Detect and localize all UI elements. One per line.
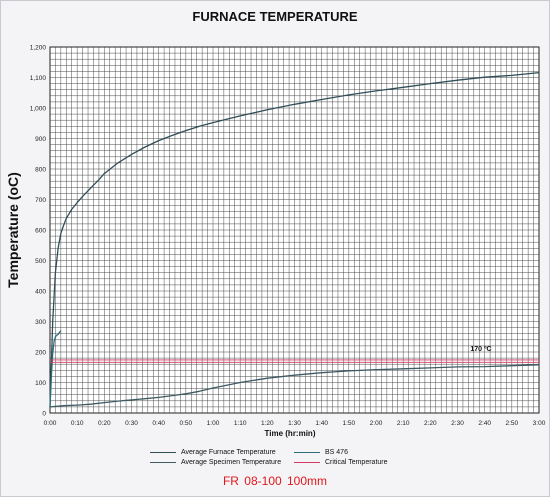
x-tick-label: 1:40 — [315, 420, 328, 427]
legend-label: Average Specimen Temperature — [181, 459, 282, 466]
y-tick-label: 1,100 — [30, 75, 47, 82]
y-tick-label: 100 — [35, 380, 46, 387]
specimen-caption: FR 08-100 100mm — [222, 474, 328, 488]
y-tick-label: 400 — [35, 289, 46, 296]
y-tick-label: 900 — [35, 136, 46, 143]
x-tick-label: 2:50 — [506, 420, 519, 427]
y-tick-label: 1,000 — [30, 106, 47, 113]
legend-label: BS 476 — [325, 449, 348, 456]
series-line-average-specimen-temperature — [49, 364, 540, 408]
y-axis-label: Temperature (oC) — [5, 172, 21, 288]
y-tick-label: 700 — [35, 197, 46, 204]
x-tick-label: 0:40 — [152, 420, 165, 427]
x-tick-label: 0:10 — [71, 420, 84, 427]
x-tick-label: 2:10 — [397, 420, 410, 427]
x-tick-label: 1:20 — [261, 420, 274, 427]
legend-swatch — [294, 452, 320, 453]
x-tick-label: 2:40 — [478, 420, 491, 427]
y-tick-label: 600 — [35, 228, 46, 235]
x-tick-label: 0:00 — [44, 420, 57, 427]
legend-swatch — [294, 462, 320, 463]
x-tick-label: 1:10 — [234, 420, 247, 427]
x-tick-label: 2:00 — [370, 420, 383, 427]
legend-label: Critical Temperature — [325, 459, 388, 466]
critical-temperature-annotation: 170 ºC — [470, 346, 491, 353]
y-tick-label: 800 — [35, 167, 46, 174]
x-tick-label: 0:30 — [125, 420, 138, 427]
legend-item-average-furnace-temperature: Average Furnace Temperature — [150, 449, 276, 456]
legend-item-average-specimen-temperature: Average Specimen Temperature — [150, 459, 281, 466]
chart-title: FURNACE TEMPERATURE — [192, 9, 358, 24]
series-line-average-furnace-temperature — [49, 71, 540, 407]
x-tick-label: 0:20 — [98, 420, 111, 427]
x-tick-label: 2:30 — [451, 420, 464, 427]
x-tick-label: 0:50 — [180, 420, 193, 427]
legend-label: Average Furnace Temperature — [181, 449, 276, 456]
x-axis-label: Time (hr:min) — [264, 429, 316, 438]
series-line-bs-476 — [49, 330, 62, 407]
y-tick-label: 200 — [35, 350, 46, 357]
x-tick-label: 1:00 — [207, 420, 220, 427]
y-tick-label: 0 — [42, 411, 46, 418]
legend-item-bs-476: BS 476 — [294, 449, 348, 456]
legend-swatch — [150, 452, 176, 453]
x-tick-label: 1:30 — [288, 420, 301, 427]
legend-swatch — [150, 462, 176, 463]
x-tick-label: 2:20 — [424, 420, 437, 427]
x-tick-label: 1:50 — [343, 420, 356, 427]
y-tick-label: 300 — [35, 319, 46, 326]
y-tick-label: 500 — [35, 258, 46, 265]
x-tick-label: 3:00 — [533, 420, 546, 427]
y-tick-label: 1,200 — [30, 45, 47, 52]
legend-item-critical-temperature: Critical Temperature — [294, 459, 388, 466]
